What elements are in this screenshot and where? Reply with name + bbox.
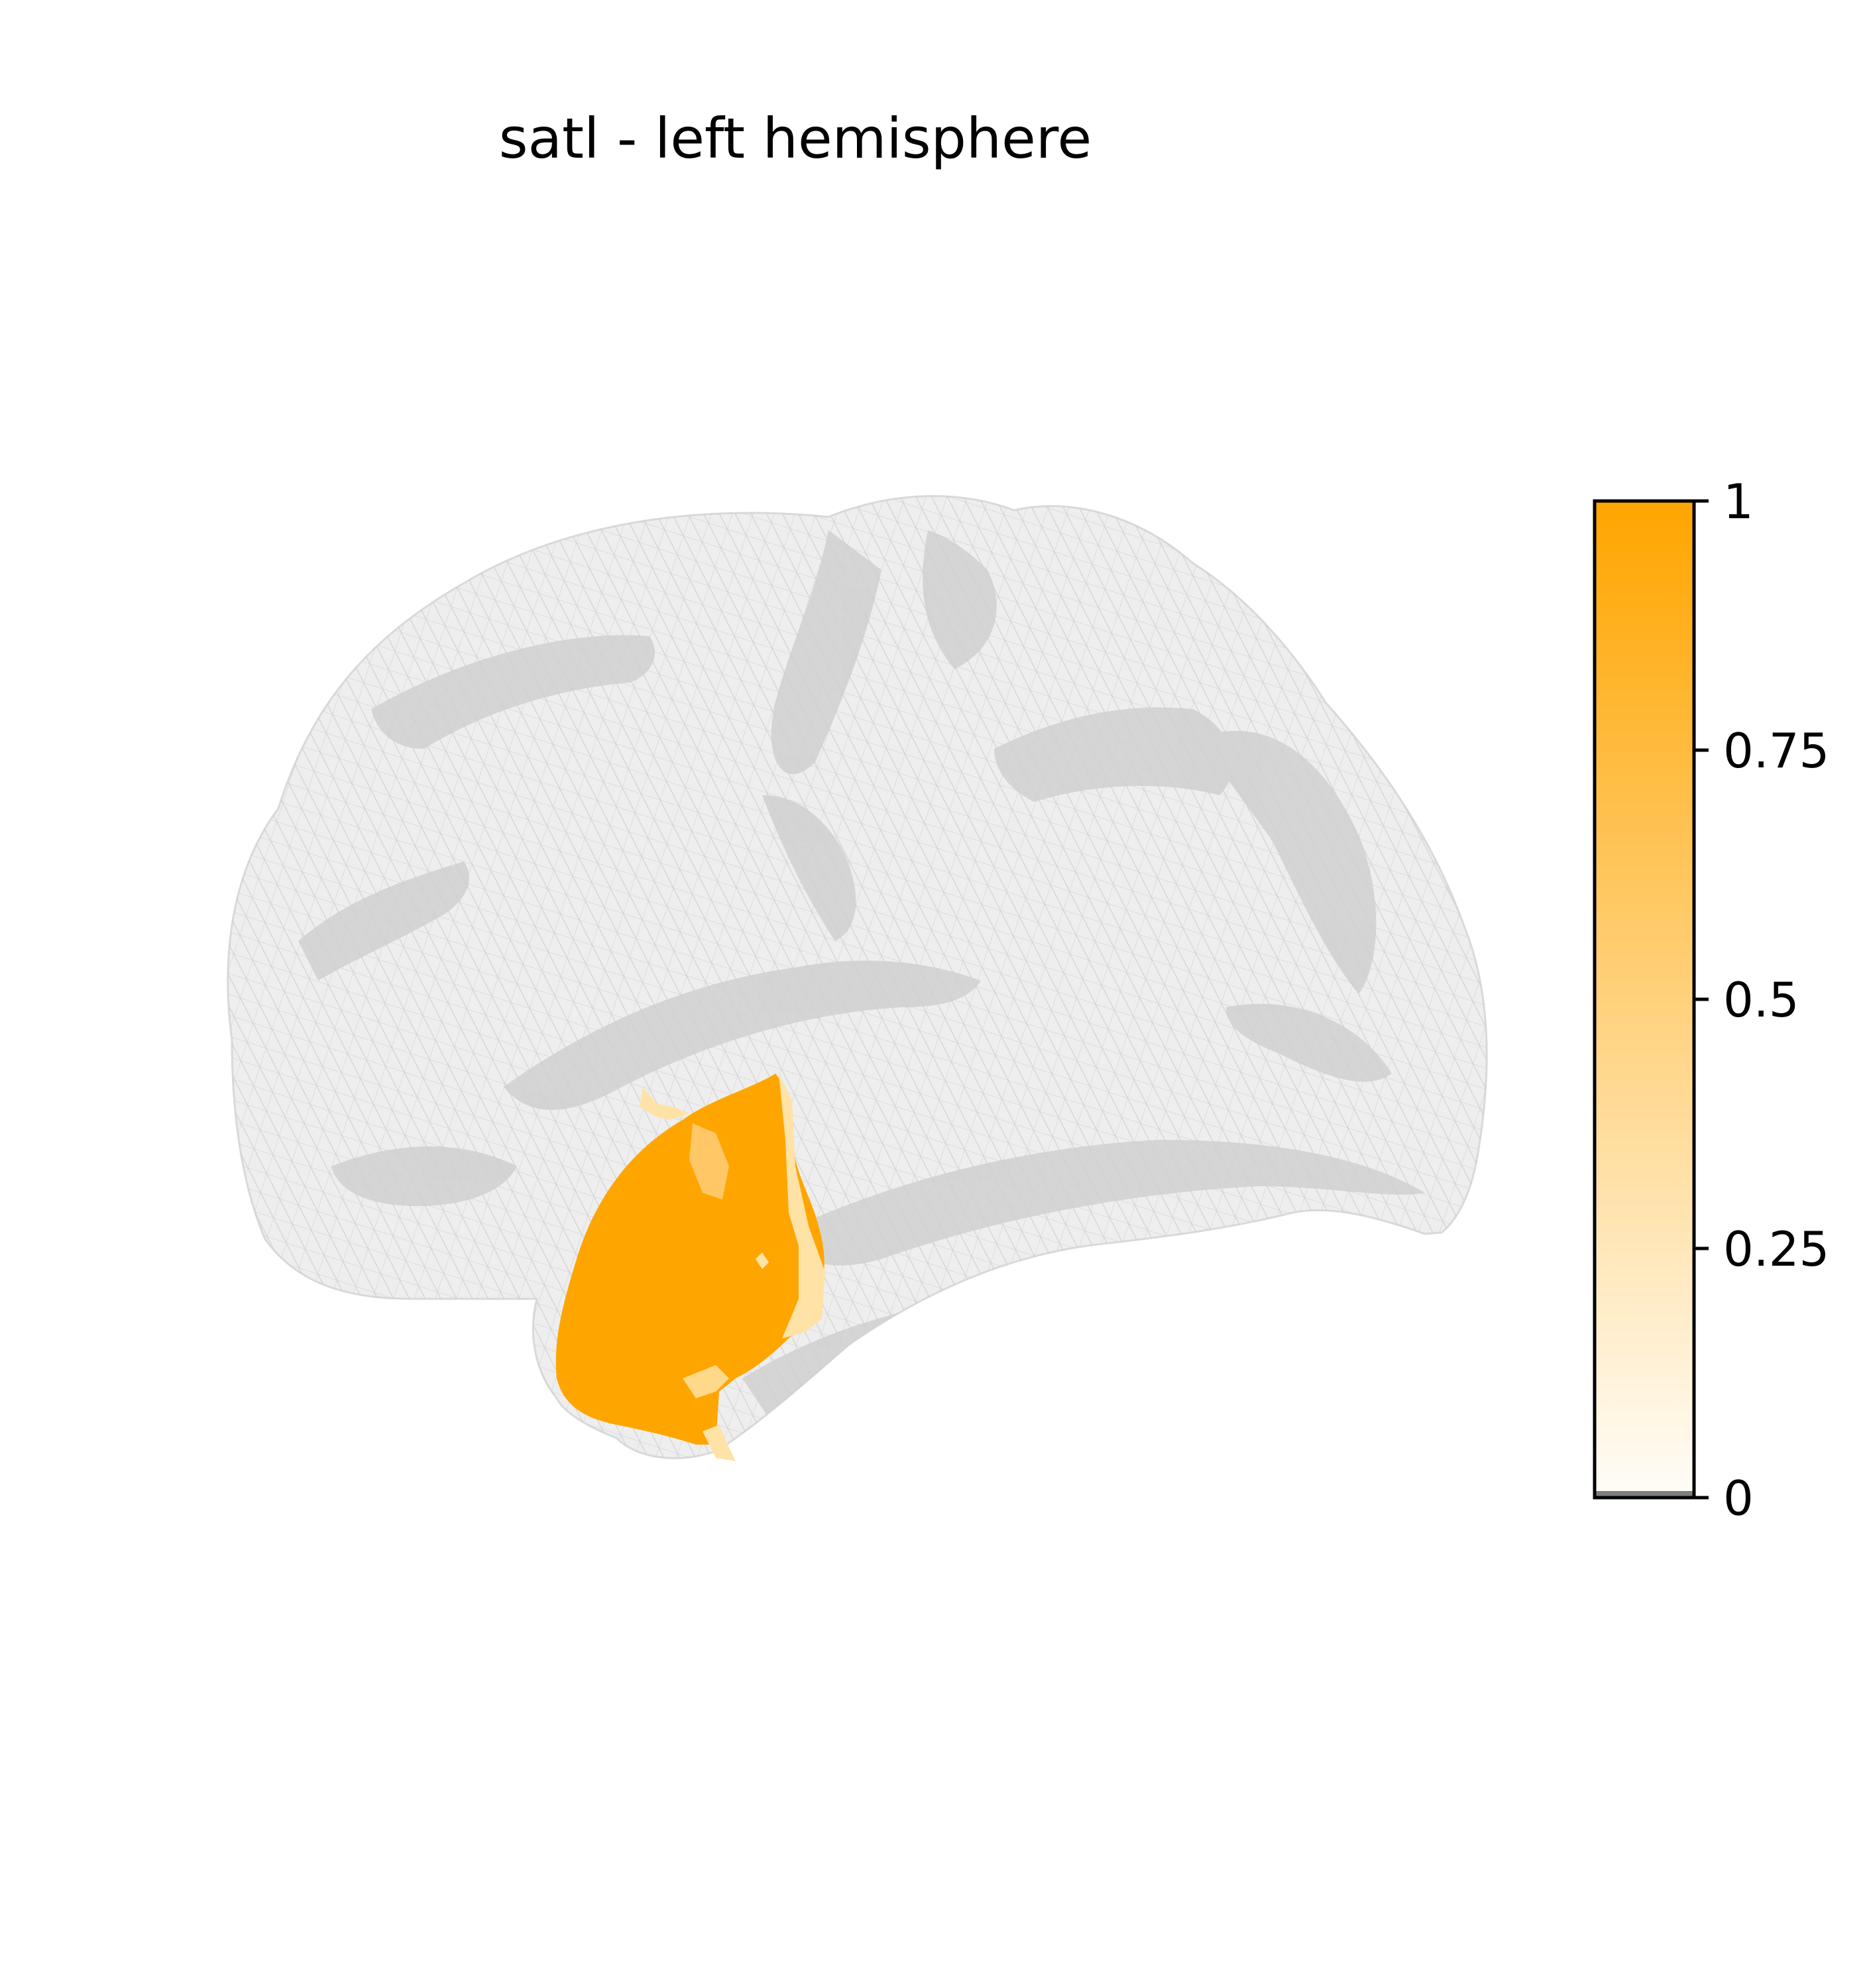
colorbar-ticks: 1 0.75 0.5 0.25 0 [1694, 474, 1829, 1526]
colorbar-below-range [1595, 1491, 1694, 1498]
figure-title: satl - left hemisphere [498, 106, 1092, 171]
colorbar-tick-label: 0.5 [1723, 972, 1799, 1028]
angular-band [1226, 1003, 1392, 1082]
superior-temporal-band [782, 1140, 1425, 1266]
colorbar-tick-label: 0 [1723, 1470, 1754, 1526]
colorbar-tick-label: 1 [1723, 474, 1754, 529]
roi-satl-edge-6 [756, 1252, 769, 1269]
roi-satl [555, 1074, 825, 1461]
colorbar-gradient [1595, 501, 1694, 1498]
sylvian-fissure-band [504, 960, 981, 1110]
central-sulcus-band [771, 530, 881, 775]
roi-satl-edge-4 [683, 1365, 729, 1398]
postcentral-band [762, 795, 856, 941]
colorbar-tick-label: 0.75 [1723, 723, 1829, 779]
precentral-band [923, 530, 997, 669]
frontal-sulcus-band-1 [371, 635, 655, 749]
roi-satl-edge-1 [779, 1074, 825, 1339]
parietal-sulcus-band [994, 707, 1233, 802]
colorbar-tick-label: 0.25 [1723, 1221, 1829, 1277]
inferior-frontal-band [331, 1146, 517, 1206]
roi-satl-edge-2 [640, 1087, 689, 1120]
roi-satl-edge-3 [689, 1123, 729, 1199]
roi-satl-region [555, 1074, 824, 1445]
brain-surface [227, 495, 1488, 1459]
colorbar: 1 0.75 0.5 0.25 0 [1593, 474, 1829, 1526]
occipital-band [1206, 731, 1377, 994]
frontal-sulcus-band-2 [298, 861, 470, 981]
roi-satl-edge-5 [703, 1425, 736, 1461]
